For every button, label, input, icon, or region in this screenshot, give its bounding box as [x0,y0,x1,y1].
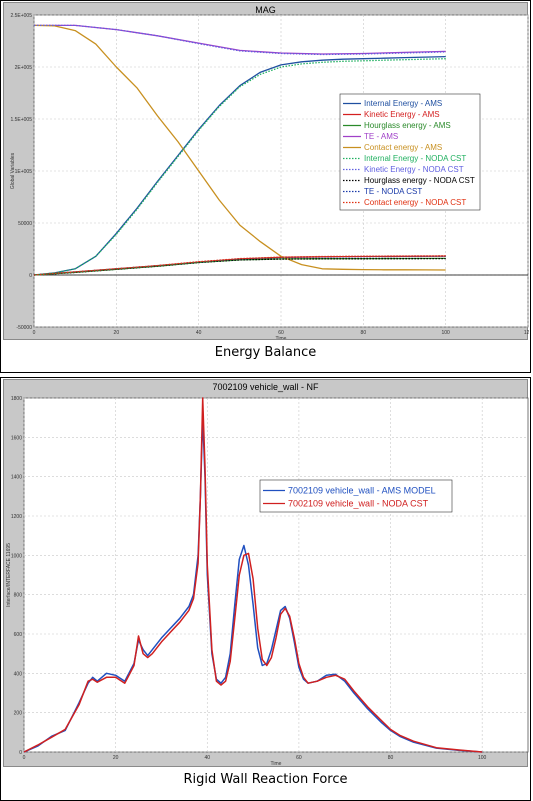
x-tick-label: 20 [114,330,120,336]
y-tick-label: 2.5E+005 [10,13,32,19]
x-axis-label: Time [271,761,282,766]
y-axis-label: Global Variables [10,152,16,189]
energy-chart-title: MAG [255,5,276,15]
y-tick-label: 400 [14,671,23,677]
y-tick-label: 200 [14,711,23,717]
force-chart-svg: 0 20 40 60 80 1000200400600800100012001400160… [6,396,529,766]
legend-label-9: TE - NODA CST [364,187,422,196]
y-tick-label: -50000 [16,325,32,331]
legend-label-5: Contact energy - AMS [364,143,442,152]
legend-box [259,479,453,513]
series-line-1 [23,416,483,753]
legend-label-2: Kinetic Energy - AMS [364,110,440,119]
legend-label-4: TE - AMS [364,132,398,141]
legend-box [339,93,481,211]
y-tick-label: 0 [29,273,32,279]
x-tick-label: 20 [113,755,119,761]
x-tick-label: 80 [361,330,367,336]
y-axis-label: Interface/INTERFACE 11695 [6,543,12,607]
series-line-7 [34,24,446,56]
y-tick-label: 1200 [11,514,22,520]
x-tick-label: 40 [196,330,202,336]
energy-chart-svg: 020406080100120-500000500001E+0051.5E+00… [10,13,529,339]
x-axis-label: Time [276,336,287,339]
legend-label-7: Kinetic Energy - NODA CST [364,165,464,174]
legend-label-2: 7002109 vehicle_wall - NODA CST [288,499,429,509]
legend-label-3: Hourglass energy - AMS [364,121,451,130]
energy-balance-caption: Energy Balance [214,345,317,360]
x-tick-label: 40 [204,755,210,761]
y-tick-label: 1800 [11,396,22,402]
y-tick-label: 800 [14,593,23,599]
series-line-3 [33,257,446,276]
legend-label-8: Hourglass energy - NODA CST [364,176,475,185]
y-tick-label: 1E+005 [15,169,33,175]
series-line-2 [23,397,483,753]
y-tick-label: 1400 [11,475,22,481]
legend-label-10: Contact energy - NODA CST [364,198,466,207]
x-tick-label: 60 [278,330,284,336]
series-line-6 [33,58,446,276]
legend-label-6: Internal Energy - NODA CST [364,154,466,163]
y-tick-label: 600 [14,632,23,638]
y-tick-label: 0 [19,750,22,756]
y-tick-label: 1600 [11,435,22,441]
x-tick-label: 80 [388,755,394,761]
reaction-force-caption: Rigid Wall Reaction Force [183,772,348,787]
y-tick-label: 1.5E+005 [10,117,32,123]
legend-label-1: 7002109 vehicle_wall - AMS MODEL [288,486,436,496]
energy-chart-panel: MAG 020406080100120-500000500001E+0051.5… [3,2,529,340]
force-chart-title: 7002109 vehicle_wall - NF [212,382,319,392]
x-tick-label: 0 [23,755,26,761]
reaction-force-figure: 7002109 vehicle_wall - NF 0 20 40 60 80 100 0 2… [0,377,531,801]
plot-area [23,397,529,753]
x-tick-label: 0 [33,330,36,336]
x-tick-label: 100 [441,330,450,336]
x-tick-label: 60 [296,755,302,761]
energy-balance-figure: MAG 020406080100120-500000500001E+0051.5… [0,0,531,373]
y-tick-label: 50000 [18,221,32,227]
y-tick-label: 1000 [11,553,22,559]
x-tick-label: 100 [478,755,487,761]
legend-label-1: Internal Energy - AMS [364,99,442,108]
y-tick-label: 2E+005 [15,65,33,71]
series-line-5 [33,24,446,271]
x-tick-label: 120 [524,330,529,336]
force-chart-panel: 7002109 vehicle_wall - NF 0 20 40 60 80 100 0 2… [3,379,529,767]
